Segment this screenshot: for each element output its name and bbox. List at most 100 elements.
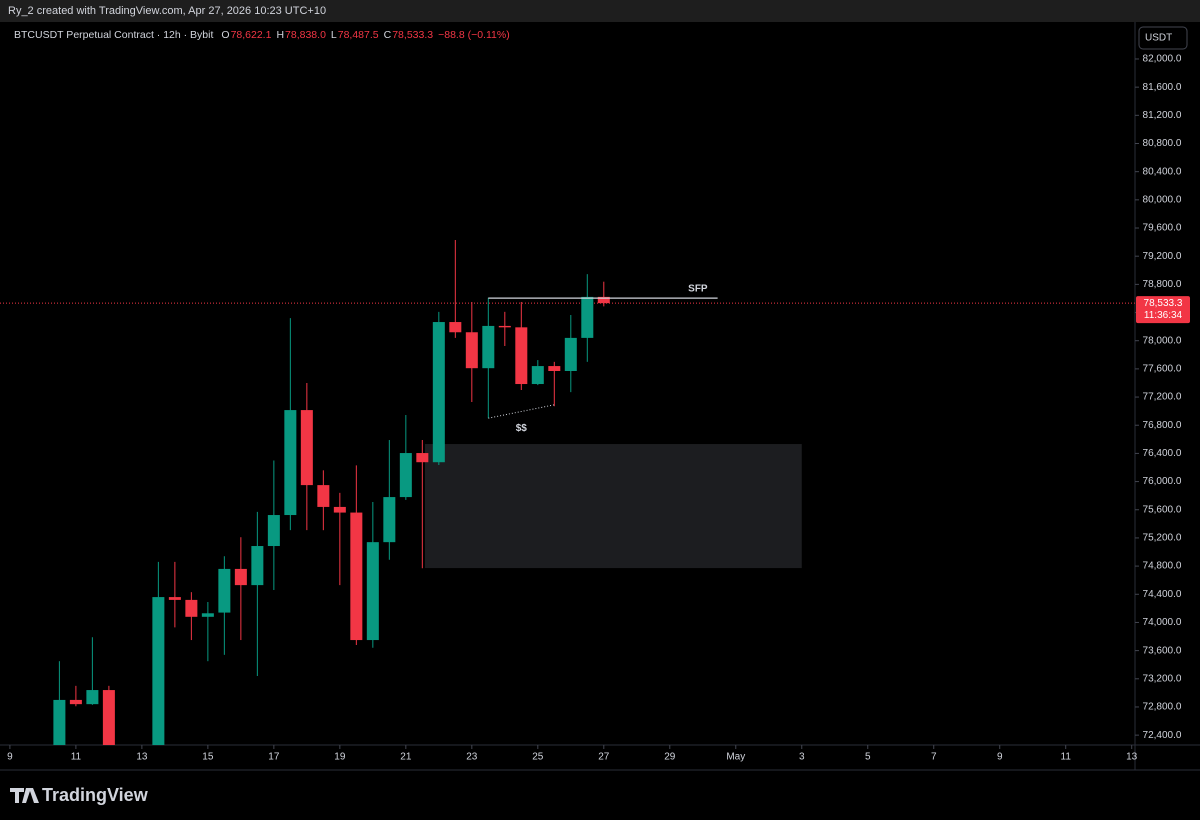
- ohlc-key: C: [384, 29, 392, 41]
- liquidity-label: $$: [516, 423, 528, 434]
- candle-body: [399, 453, 412, 498]
- symbol: BTCUSDT Perpetual Contract · 12h · Bybit: [14, 29, 213, 41]
- x-tick-label: 11: [71, 752, 82, 763]
- candle-body: [300, 410, 313, 486]
- ohlc-value: 78,838.0: [285, 29, 326, 41]
- x-tick-label: 5: [865, 752, 871, 763]
- y-tick-label: 81,200.0: [1143, 110, 1182, 121]
- candle-body: [86, 690, 99, 705]
- candle-body: [201, 613, 214, 617]
- x-tick-label: 15: [202, 752, 214, 763]
- x-tick-label: 19: [334, 752, 346, 763]
- y-tick-label: 81,600.0: [1143, 82, 1182, 93]
- candle-body: [416, 453, 429, 463]
- candle-body: [531, 366, 544, 385]
- ohlc-key: H: [276, 29, 284, 41]
- y-tick-label: 82,000.0: [1143, 54, 1182, 65]
- change: −88.8 (−0.11%): [438, 29, 510, 41]
- candle-body: [548, 366, 561, 371]
- x-tick-label: 27: [598, 752, 610, 763]
- y-tick-label: 74,000.0: [1143, 617, 1182, 628]
- candle-body: [284, 410, 297, 516]
- x-tick-label: 7: [931, 752, 937, 763]
- y-tick-label: 77,200.0: [1143, 392, 1182, 403]
- ohlc-value: 78,533.3: [392, 29, 433, 41]
- x-tick-label: 9: [997, 752, 1003, 763]
- candle-body: [152, 597, 165, 745]
- y-tick-label: 80,000.0: [1143, 194, 1182, 205]
- candle-body: [366, 542, 379, 641]
- candle-body: [53, 699, 66, 745]
- currency-button[interactable]: [1138, 26, 1188, 50]
- y-tick-label: 74,400.0: [1143, 589, 1182, 600]
- candle-body: [69, 699, 82, 705]
- ohlc-key: L: [331, 29, 337, 41]
- top-bar: [0, 0, 1200, 22]
- y-tick-label: 78,000.0: [1143, 335, 1182, 346]
- plot-area: SFP $$: [0, 239, 1135, 745]
- candle-body: [515, 327, 528, 385]
- y-tick-label: 79,200.0: [1143, 251, 1182, 262]
- candle-body: [482, 325, 495, 369]
- brand: TradingView: [42, 785, 149, 805]
- candle-body: [597, 296, 610, 304]
- y-tick-label: 80,400.0: [1143, 166, 1182, 177]
- x-tick-label: 29: [664, 752, 676, 763]
- candle-body: [251, 546, 264, 586]
- x-tick-label: 21: [400, 752, 412, 763]
- y-tick-label: 74,800.0: [1143, 561, 1182, 572]
- y-tick-label: 72,800.0: [1143, 702, 1182, 713]
- candle-body: [465, 332, 478, 369]
- candle-body: [333, 506, 346, 513]
- y-tick-label: 79,600.0: [1143, 223, 1182, 234]
- x-tick-label: 9: [7, 752, 13, 763]
- y-tick-label: 77,600.0: [1143, 364, 1182, 375]
- y-tick-label: 75,200.0: [1143, 533, 1182, 544]
- y-tick-label: 80,800.0: [1143, 138, 1182, 149]
- x-tick-label: 13: [136, 752, 148, 763]
- x-tick-label: 23: [466, 752, 478, 763]
- ohlc-value: 78,622.1: [231, 29, 272, 41]
- candle-body: [350, 512, 363, 641]
- y-tick-label: 73,600.0: [1143, 645, 1182, 656]
- x-tick-label: 11: [1061, 752, 1072, 763]
- y-tick-label: 78,800.0: [1143, 279, 1182, 290]
- price-tag-countdown: 11:36:34: [1144, 310, 1183, 321]
- y-tick-label: 75,600.0: [1143, 504, 1182, 515]
- price-tag: [1136, 296, 1190, 324]
- logo-mark: [10, 788, 39, 803]
- candle-body: [449, 322, 462, 333]
- ohlc-value: 78,487.5: [338, 29, 379, 41]
- candle-body: [564, 337, 577, 371]
- candle-body: [234, 568, 247, 586]
- candle-body: [185, 599, 198, 617]
- y-tick-label: 72,400.0: [1143, 730, 1182, 741]
- y-tick-label: 76,000.0: [1143, 476, 1182, 487]
- x-tick-label: May: [726, 752, 745, 763]
- x-tick-label: 3: [799, 752, 805, 763]
- y-tick-label: 76,400.0: [1143, 448, 1182, 459]
- y-tick-label: 76,800.0: [1143, 420, 1182, 431]
- footer-logo: TradingView: [10, 785, 149, 805]
- candle-body: [383, 497, 396, 543]
- attribution: Ry_2 created with TradingView.com, Apr 2…: [8, 5, 326, 17]
- candle-body: [498, 325, 511, 328]
- x-tick-label: 13: [1126, 752, 1138, 763]
- candle-body: [581, 296, 594, 338]
- candle-body: [267, 515, 280, 547]
- candle-body: [102, 690, 115, 745]
- zone: [424, 444, 802, 569]
- liquidity-line: [488, 404, 555, 419]
- candle-body: [168, 597, 181, 600]
- y-tick-label: 73,200.0: [1143, 673, 1182, 684]
- x-tick-label: 25: [532, 752, 544, 763]
- currency: USDT: [1145, 33, 1172, 44]
- candle-body: [317, 485, 330, 507]
- x-tick-label: 17: [268, 752, 280, 763]
- candle-body: [432, 322, 445, 463]
- price-tag-value: 78,533.3: [1144, 298, 1183, 309]
- ohlc-key: O: [221, 29, 229, 41]
- sfp-label: SFP: [688, 284, 708, 295]
- candle-body: [218, 568, 231, 613]
